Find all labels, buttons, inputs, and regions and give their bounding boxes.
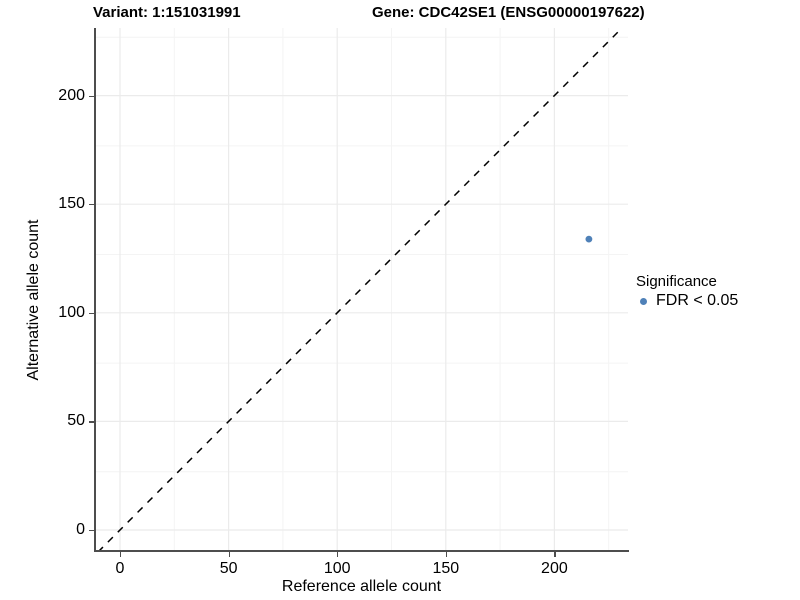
x-tick-mark-150: [445, 552, 447, 557]
plot-canvas: [95, 28, 628, 551]
y-tick-mark-100: [89, 312, 94, 314]
x-tick-mark-100: [337, 552, 339, 557]
x-tick-mark-200: [554, 552, 556, 557]
identity-reference-line: [97, 28, 624, 551]
x-tick-label-200: 200: [541, 560, 568, 577]
gene-title: Gene: CDC42SE1 (ENSG00000197622): [372, 4, 645, 21]
circle-marker-icon: [639, 297, 647, 305]
variant-title: Variant: 1:151031991: [93, 4, 241, 21]
grid-major-horizontal: [95, 94, 628, 531]
y-tick-label-0: 0: [76, 521, 85, 538]
x-tick-label-150: 150: [432, 560, 460, 577]
x-tick-label-100: 100: [323, 560, 351, 577]
grid-minor-horizontal: [95, 36, 628, 473]
y-tick-label-50: 50: [67, 412, 85, 430]
x-axis-line: [94, 550, 629, 552]
y-tick-label-200: 200: [58, 86, 85, 104]
grid-minor-vertical: [173, 28, 610, 551]
y-tick-label-150: 150: [58, 195, 85, 213]
y-axis-line: [94, 28, 96, 552]
x-tick-label-50: 50: [219, 560, 238, 577]
y-tick-mark-0: [89, 530, 94, 532]
y-tick-mark-150: [89, 204, 94, 206]
y-tick-mark-50: [89, 421, 94, 423]
y-tick-mark-200: [89, 95, 94, 97]
legend-item-fdr[interactable]: FDR < 0.05: [636, 292, 796, 310]
x-tick-label-0: 0: [115, 560, 125, 577]
y-axis-title: Alternative allele count: [25, 219, 42, 381]
x-axis-title: Reference allele count: [281, 578, 442, 595]
plot-panel: [95, 28, 628, 551]
x-tick-mark-0: [120, 552, 122, 557]
legend: Significance FDR < 0.05: [636, 272, 796, 310]
grid-major-vertical: [119, 28, 555, 551]
legend-title: Significance: [636, 273, 717, 290]
x-tick-mark-50: [228, 552, 230, 557]
legend-item-label: FDR < 0.05: [656, 292, 739, 309]
y-tick-label-100: 100: [58, 303, 85, 321]
legend-key: [636, 294, 650, 308]
data-point-fdr-significant: [585, 235, 593, 243]
